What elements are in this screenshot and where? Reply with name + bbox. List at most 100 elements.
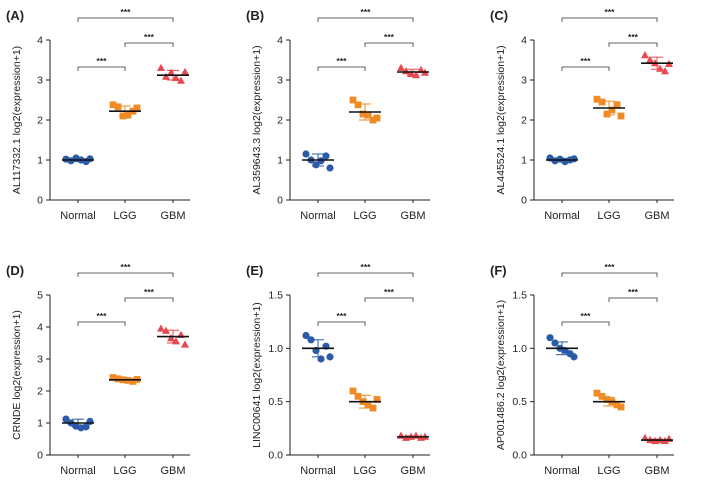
data-point (167, 68, 175, 76)
data-point (613, 101, 621, 109)
series-gbm (157, 63, 189, 84)
series-normal (546, 334, 578, 361)
panel-letter: (C) (490, 8, 508, 23)
data-point (551, 339, 559, 347)
x-tick-label: GBM (644, 465, 669, 477)
significance-label: *** (628, 32, 639, 42)
data-point (86, 155, 94, 163)
data-point (114, 375, 122, 383)
series-normal (302, 150, 334, 172)
significance-bracket (317, 17, 414, 22)
y-axis-label: LINC00641 log2(expression+1) (251, 302, 263, 448)
panel-letter: (A) (6, 8, 24, 23)
panel-c: (C) AL445524.1 log2(expression+1) 0 1 2 3 4 Nor… (490, 7, 674, 222)
y-tick-label: 3 (521, 75, 527, 87)
panel-letter: (F) (490, 263, 507, 278)
significance-bracket (561, 272, 658, 277)
y-axis-label: AP001486.2 log2(expression+1) (495, 300, 507, 450)
series-lgg (593, 95, 625, 120)
y-tick-label: 2 (37, 386, 43, 398)
panel-letter: (E) (246, 263, 263, 278)
data-point (354, 392, 362, 400)
significance-bracket (317, 272, 414, 277)
data-point (617, 112, 625, 120)
data-point (608, 106, 616, 114)
data-point (369, 404, 377, 412)
data-point (162, 72, 170, 80)
y-tick-label: 0 (37, 450, 43, 462)
data-point (407, 69, 415, 77)
significance-label: *** (144, 32, 155, 42)
data-point (613, 401, 621, 409)
data-point (412, 71, 420, 79)
series-gbm (641, 51, 673, 75)
significance-bracket (77, 17, 174, 22)
data-point (661, 67, 669, 75)
data-point (124, 111, 132, 119)
series-normal (62, 154, 94, 166)
data-point (593, 389, 601, 397)
data-point (570, 155, 578, 163)
y-tick-label: 1.5 (512, 290, 527, 302)
x-tick-label: Normal (300, 210, 335, 222)
series-gbm (397, 63, 429, 79)
x-tick-label: Normal (60, 210, 95, 222)
data-point (617, 403, 625, 411)
y-axis-label: AL117332.1 log2(expression+1) (11, 46, 23, 194)
data-point (656, 64, 664, 72)
series-lgg (109, 101, 141, 120)
data-point (181, 340, 189, 348)
significance-label: *** (581, 311, 592, 321)
significance-label: *** (97, 56, 108, 66)
x-tick-label: LGG (597, 465, 620, 477)
data-point (349, 96, 357, 104)
series-lgg (349, 387, 381, 412)
y-axis-label: AL445524.1 log2(expression+1) (495, 45, 507, 194)
x-tick-label: LGG (113, 465, 136, 477)
data-point (326, 353, 334, 361)
data-point (641, 433, 649, 441)
significance-bracket (561, 321, 610, 326)
y-tick-label: 0.0 (268, 450, 283, 462)
series-normal (62, 415, 94, 432)
data-point (86, 417, 94, 425)
significance-label: *** (605, 262, 616, 272)
significance-bracket (317, 66, 366, 71)
significance-label: *** (121, 262, 132, 272)
y-tick-label: 1.0 (512, 343, 527, 355)
significance-bracket (608, 42, 658, 47)
data-point (364, 401, 372, 409)
data-point (373, 114, 381, 122)
data-point (373, 396, 381, 403)
data-point (109, 374, 117, 381)
data-point (157, 324, 165, 332)
y-tick-label: 1.0 (268, 343, 283, 355)
x-tick-label: Normal (544, 465, 579, 477)
data-point (349, 387, 357, 395)
y-axis-label: AL359643.3 log2(expression+1) (251, 45, 263, 194)
data-point (82, 423, 90, 431)
y-tick-label: 4 (521, 35, 527, 47)
significance-bracket (77, 321, 126, 326)
data-point (354, 101, 362, 109)
panel-e: (E) LINC00641 log2(expression+1) 0.0 0.5 1.0… (246, 262, 430, 477)
x-tick-label: GBM (160, 210, 185, 222)
data-point (603, 110, 611, 118)
series-lgg (109, 374, 141, 385)
y-tick-label: 1.5 (268, 290, 283, 302)
data-point (317, 355, 325, 363)
y-tick-label: 5 (37, 290, 43, 302)
y-tick-label: 0 (521, 195, 527, 207)
panel-f: (F) AP001486.2 log2(expression+1) 0.0 0.5 1.… (490, 262, 674, 477)
significance-label: *** (144, 287, 155, 297)
x-tick-label: Normal (544, 210, 579, 222)
y-tick-label: 0 (37, 195, 43, 207)
data-point (172, 73, 180, 81)
series-lgg (349, 96, 381, 124)
y-tick-label: 0.0 (512, 450, 527, 462)
significance-bracket (124, 297, 174, 302)
significance-bracket (364, 297, 414, 302)
series-gbm (397, 431, 429, 441)
data-point (109, 101, 117, 109)
